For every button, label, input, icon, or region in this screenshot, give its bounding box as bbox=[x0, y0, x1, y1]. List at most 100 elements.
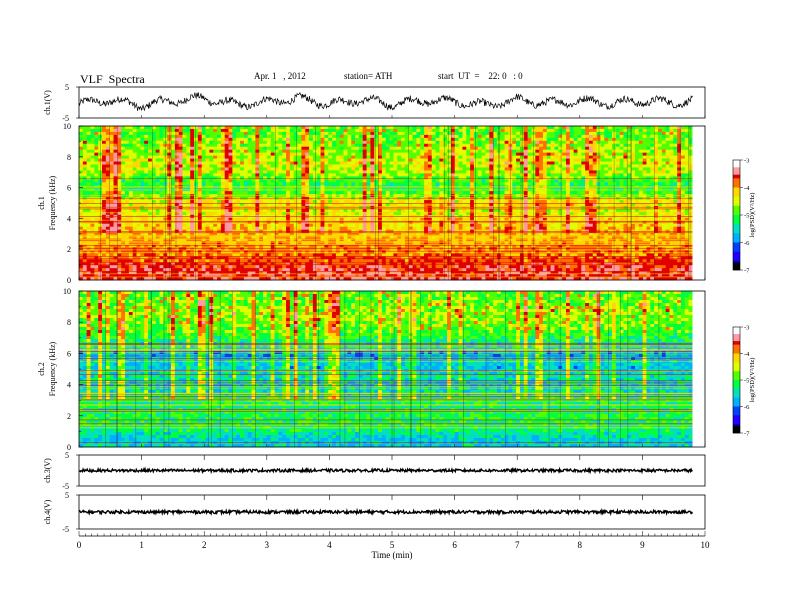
spectrogram-row bbox=[79, 128, 693, 133]
ytick-label: -5 bbox=[62, 525, 69, 534]
spectrogram-row bbox=[79, 226, 693, 231]
panel-ch1-spectrogram bbox=[78, 125, 706, 281]
spectrogram-row bbox=[79, 256, 693, 260]
spectrogram-row bbox=[79, 351, 693, 355]
spectrogram-row bbox=[79, 149, 693, 154]
waveform-trace bbox=[78, 507, 694, 517]
ytick-label: 0 bbox=[67, 443, 71, 452]
channel-label: ch.1 bbox=[37, 196, 46, 210]
colorbar-tick-label: -3 bbox=[744, 158, 749, 165]
colorbar-tick-label: -4 bbox=[744, 185, 750, 192]
colorbar-label: log(PSD)(V²/Hz) bbox=[749, 358, 756, 403]
date-label: Apr. 1 , 2012 bbox=[254, 71, 306, 81]
spectrogram-row bbox=[79, 339, 693, 343]
ytick-label: -5 bbox=[62, 482, 69, 491]
colorbar-label: log(PSD)(V²/Hz) bbox=[749, 193, 756, 238]
xtick-label: 7 bbox=[515, 540, 520, 550]
spectrogram-row bbox=[79, 158, 693, 162]
channel-label: ch.2 bbox=[37, 362, 46, 376]
ytick-label: 5 bbox=[65, 491, 69, 500]
xtick-label: 3 bbox=[265, 540, 270, 550]
spectrogram-row bbox=[79, 315, 693, 319]
ytick-label: 2 bbox=[67, 245, 71, 254]
spectrogram-row bbox=[79, 205, 693, 210]
spectrogram-row bbox=[79, 399, 693, 403]
spectrogram-row bbox=[79, 143, 693, 148]
colorbar-2 bbox=[732, 326, 743, 434]
figure-title: VLF Spectra bbox=[80, 72, 145, 86]
colorbar-tick-label: -4 bbox=[744, 351, 750, 358]
spectrogram-row bbox=[79, 369, 693, 373]
spectrogram-row bbox=[79, 274, 693, 278]
x-axis bbox=[78, 115, 706, 537]
x-axis-label: Time (min) bbox=[372, 550, 413, 560]
xtick-label: 8 bbox=[578, 540, 583, 550]
spectrogram-row bbox=[79, 220, 693, 225]
spectrogram-row bbox=[79, 324, 693, 328]
spectrogram-row bbox=[79, 435, 693, 439]
spectrogram-row bbox=[79, 134, 693, 139]
ytick-label: 6 bbox=[67, 349, 71, 358]
spectrogram-row bbox=[79, 223, 693, 228]
ytick-label: 10 bbox=[63, 122, 71, 131]
ytick-label: 0 bbox=[67, 276, 71, 285]
spectrogram-row bbox=[79, 378, 693, 382]
spectrogram-row bbox=[79, 259, 693, 263]
spectrogram-row bbox=[79, 363, 693, 367]
spectrogram-row bbox=[79, 366, 693, 370]
colorbar-tick-label: -5 bbox=[744, 213, 749, 220]
spectrogram-row bbox=[79, 247, 693, 251]
spectrogram-row bbox=[79, 146, 693, 151]
panel-ylabel: ch.4(V) bbox=[43, 499, 52, 524]
spectrogram-row bbox=[79, 318, 693, 322]
spectrogram-row bbox=[79, 182, 693, 186]
spectrogram-row bbox=[79, 354, 693, 358]
spectrogram-row bbox=[79, 200, 693, 204]
spectrogram-row bbox=[79, 405, 693, 409]
spectrogram-row bbox=[79, 357, 693, 361]
spectrogram-row bbox=[79, 402, 693, 406]
spectrogram-row bbox=[79, 155, 693, 159]
ytick-label: 8 bbox=[67, 318, 71, 327]
spectrogram-row bbox=[79, 309, 693, 313]
spectrogram-row bbox=[79, 336, 693, 340]
spectrogram-row bbox=[79, 306, 693, 310]
spectrogram-row bbox=[79, 327, 693, 331]
spectrogram-row bbox=[79, 253, 693, 257]
spectrogram-row bbox=[79, 390, 693, 394]
colorbar-tick-label: -7 bbox=[744, 431, 750, 438]
ytick-label: 2 bbox=[67, 412, 71, 421]
spectrogram-row bbox=[79, 238, 693, 242]
panel-ylabel: ch.3(V) bbox=[43, 458, 52, 483]
spectrogram-row bbox=[79, 396, 693, 400]
spectrogram-row bbox=[79, 330, 693, 334]
blank-tail bbox=[692, 291, 705, 447]
spectrogram-row bbox=[79, 173, 693, 177]
spectrogram-row bbox=[79, 250, 693, 254]
colorbar-tick-label: -5 bbox=[744, 378, 749, 385]
spectrogram-row bbox=[79, 137, 693, 142]
xtick-label: 1 bbox=[139, 540, 144, 550]
spectrogram-row bbox=[79, 191, 693, 195]
colorbar-tick-label: -6 bbox=[744, 240, 750, 247]
ytick-label: 8 bbox=[67, 153, 71, 162]
xtick-label: 0 bbox=[77, 540, 82, 550]
blank-tail bbox=[692, 126, 705, 280]
spectrogram-row bbox=[79, 333, 693, 337]
panel-ylabel: Frequency (kHz) bbox=[48, 341, 57, 396]
spectrogram-row bbox=[79, 291, 693, 295]
spectrogram-row bbox=[79, 441, 693, 445]
xtick-label: 4 bbox=[327, 540, 332, 550]
spectrogram-row bbox=[79, 423, 693, 427]
panel-ch1-waveform bbox=[76, 86, 706, 119]
spectrogram-row bbox=[79, 203, 693, 207]
panel-ch4-waveform bbox=[76, 494, 706, 530]
panel-ylabel: ch.1(V) bbox=[43, 90, 52, 115]
ytick-label: 4 bbox=[67, 381, 71, 390]
spectrogram-row bbox=[79, 217, 693, 222]
waveform-trace bbox=[78, 466, 693, 475]
xtick-label: 9 bbox=[640, 540, 645, 550]
ytick-label: 5 bbox=[65, 83, 69, 92]
spectrogram-row bbox=[79, 300, 693, 304]
